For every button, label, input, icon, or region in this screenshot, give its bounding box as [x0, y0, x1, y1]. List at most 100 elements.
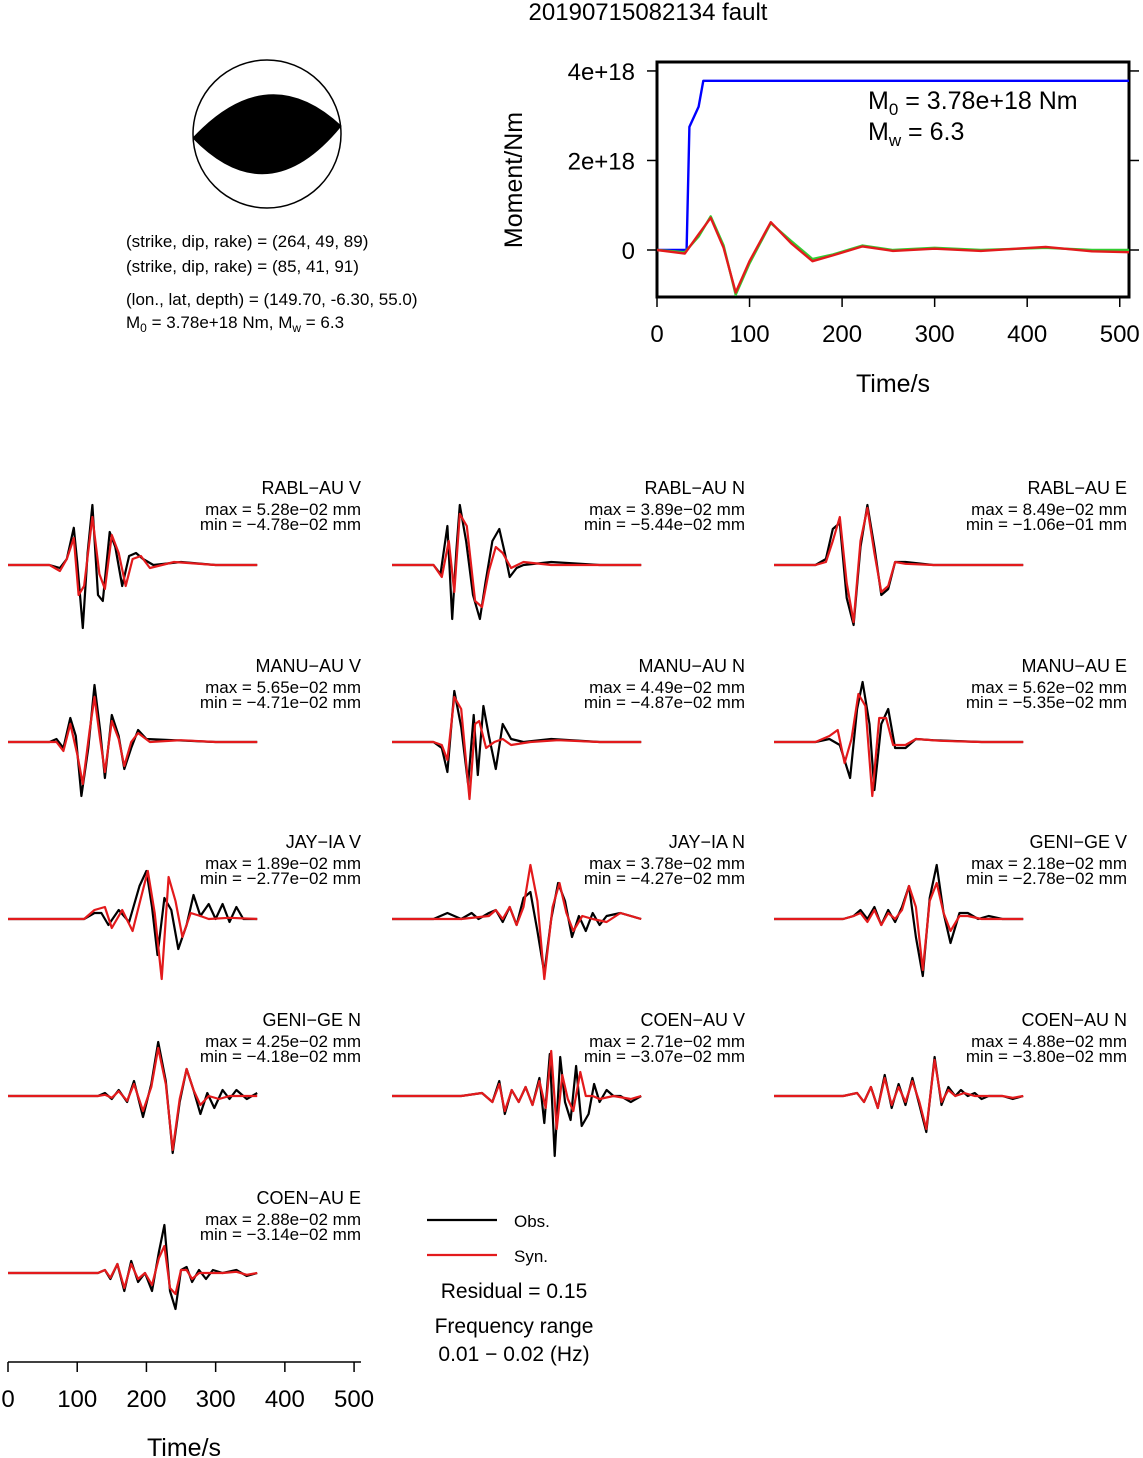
min-amplitude-label: min = −5.44e−02 mm [584, 515, 745, 534]
stf-plot-frame [655, 60, 1131, 299]
min-amplitude-label: min = −2.78e−02 mm [966, 869, 1127, 888]
stf-y-tick-label: 4e+18 [568, 59, 635, 86]
observed-trace [392, 881, 642, 975]
station-label: MANU−AU N [638, 656, 745, 676]
min-amplitude-label: min = −3.07e−02 mm [584, 1047, 745, 1066]
max-amplitude-label: max = 1.89e−02 mm [205, 854, 361, 873]
station-label: JAY−IA N [669, 832, 745, 852]
max-amplitude-label: max = 3.78e−02 mm [589, 854, 745, 873]
max-amplitude-label: max = 2.88e−02 mm [205, 1210, 361, 1229]
waveform-x-tick-label: 300 [196, 1386, 236, 1413]
stf-mw-label: Mw = 6.3 [868, 118, 964, 150]
station-label: RABL−AU E [1027, 478, 1127, 498]
max-amplitude-label: max = 4.49e−02 mm [589, 678, 745, 697]
max-amplitude-label: max = 3.89e−02 mm [589, 500, 745, 519]
observed-trace [774, 1055, 1024, 1134]
stf-x-tick-label: 300 [915, 321, 955, 348]
stf-series-2 [657, 216, 1129, 294]
legend: Obs. Syn. Residual = 0.15 Frequency rang… [427, 1212, 593, 1366]
synthetic-trace [8, 515, 258, 597]
synthetic-trace [392, 512, 642, 609]
min-amplitude-label: min = −1.06e−01 mm [966, 515, 1127, 534]
waveform-xlabel: Time/s [147, 1434, 221, 1458]
stf-series-0 [657, 79, 1129, 252]
legend-syn-label: Syn. [514, 1247, 548, 1266]
min-amplitude-label: min = −4.27e−02 mm [584, 869, 745, 888]
stf-x-tick-label: 100 [730, 321, 770, 348]
plane1-text: (strike, dip, rake) = (264, 49, 89) [126, 232, 368, 251]
location-text: (lon., lat, depth) = (149.70, -6.30, 55.… [126, 290, 418, 309]
max-amplitude-label: max = 2.71e−02 mm [589, 1032, 745, 1051]
stf-x-tick-label: 200 [822, 321, 862, 348]
waveform-x-tick-label: 0 [1, 1386, 14, 1413]
station-label: RABL−AU V [261, 478, 361, 498]
min-amplitude-label: min = −2.77e−02 mm [200, 869, 361, 888]
waveform-x-tick-label: 500 [334, 1386, 374, 1413]
waveform-x-tick-label: 100 [57, 1386, 97, 1413]
legend-obs-label: Obs. [514, 1212, 550, 1231]
min-amplitude-label: min = −3.80e−02 mm [966, 1047, 1127, 1066]
synthetic-trace [774, 506, 1024, 624]
stf-x-tick-label: 500 [1100, 321, 1140, 348]
station-label: GENI−GE N [262, 1010, 361, 1030]
observed-trace [392, 1052, 642, 1158]
stf-y-tick-label: 0 [622, 238, 635, 265]
stf-xlabel: Time/s [856, 370, 930, 398]
station-label: MANU−AU V [255, 656, 361, 676]
max-amplitude-label: max = 8.49e−02 mm [971, 500, 1127, 519]
stf-series-1 [657, 215, 1129, 296]
station-label: MANU−AU E [1021, 656, 1127, 676]
station-label: COEN−AU V [640, 1010, 745, 1030]
synthetic-trace [392, 863, 642, 981]
waveform-x-tick-label: 400 [265, 1386, 305, 1413]
synthetic-trace [8, 869, 258, 981]
min-amplitude-label: min = −4.78e−02 mm [200, 515, 361, 534]
moment-text: M0 = 3.78e+18 Nm, Mw = 6.3 [126, 313, 344, 335]
stf-moment-label: M0 = 3.78e+18 Nm [868, 87, 1078, 119]
stf-chart: Moment/Nm Time/s M0 = 3.78e+18 Nm Mw = 6… [500, 59, 1140, 398]
max-amplitude-label: max = 2.18e−02 mm [971, 854, 1127, 873]
beachball-icon [192, 59, 342, 209]
min-amplitude-label: min = −5.35e−02 mm [966, 693, 1127, 712]
synthetic-trace [8, 1244, 258, 1296]
station-label: JAY−IA V [286, 832, 361, 852]
min-amplitude-label: min = −4.71e−02 mm [200, 693, 361, 712]
residual-text: Residual = 0.15 [441, 1280, 588, 1303]
min-amplitude-label: min = −4.18e−02 mm [200, 1047, 361, 1066]
max-amplitude-label: max = 5.62e−02 mm [971, 678, 1127, 697]
synthetic-trace [392, 695, 642, 801]
plane2-text: (strike, dip, rake) = (85, 41, 91) [126, 257, 359, 276]
figure-title: 20190715082134 fault [529, 0, 768, 26]
station-label: RABL−AU N [644, 478, 745, 498]
max-amplitude-label: max = 4.25e−02 mm [205, 1032, 361, 1051]
frequency-title: Frequency range [435, 1315, 594, 1338]
max-amplitude-label: max = 5.28e−02 mm [205, 500, 361, 519]
stf-x-tick-label: 0 [650, 321, 663, 348]
max-amplitude-label: max = 5.65e−02 mm [205, 678, 361, 697]
waveform-time-axis: Time/s 0 100 200 300 400 500 [1, 1361, 374, 1458]
observed-trace [774, 863, 1024, 978]
synthetic-trace [774, 881, 1024, 972]
frequency-value: 0.01 − 0.02 (Hz) [438, 1343, 589, 1366]
station-label: GENI−GE V [1029, 832, 1127, 852]
max-amplitude-label: max = 4.88e−02 mm [971, 1032, 1127, 1051]
station-label: COEN−AU N [1021, 1010, 1127, 1030]
waveform-x-tick-label: 200 [126, 1386, 166, 1413]
min-amplitude-label: min = −4.87e−02 mm [584, 693, 745, 712]
stf-y-tick-label: 2e+18 [568, 148, 635, 175]
synthetic-trace [774, 692, 1024, 798]
